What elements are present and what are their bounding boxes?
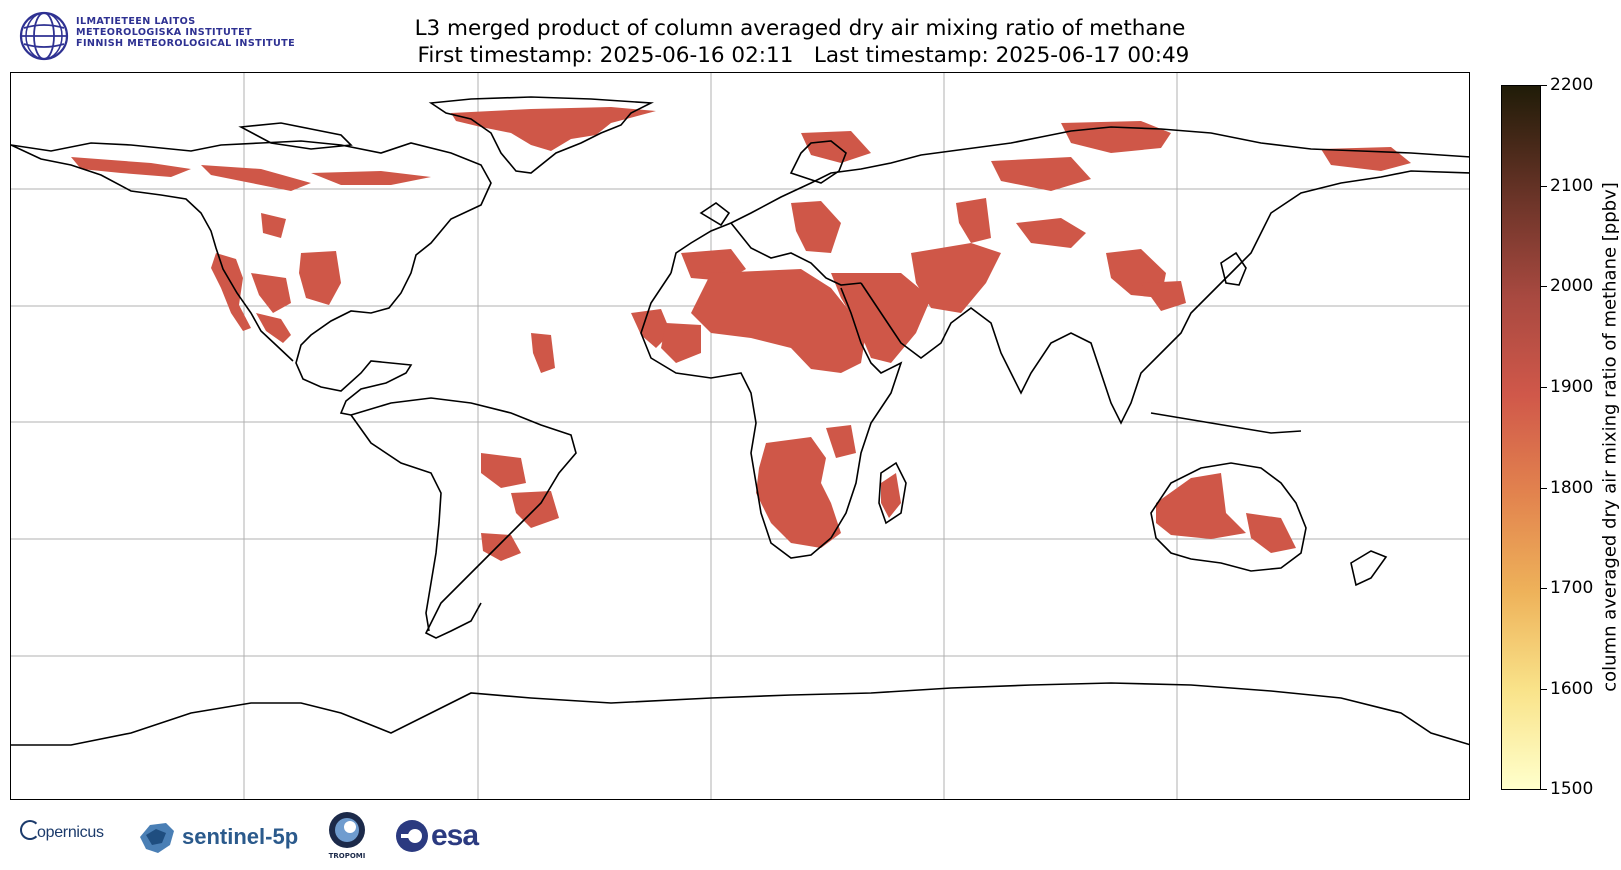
coast-australia: [1150, 462, 1307, 572]
data-region-great-basin: [251, 273, 291, 313]
colorbar-tick: [1541, 85, 1547, 86]
coast-south-asia: [860, 170, 1469, 425]
map-subtitle-timestamps: First timestamp: 2025-06-16 02:11 Last t…: [410, 43, 1190, 68]
copernicus-logo: opernicus: [20, 820, 104, 842]
sentinel-logo: sentinel-5p: [136, 815, 306, 859]
data-region-mongolia: [1016, 218, 1086, 248]
coast-arctic-islands: [238, 122, 353, 150]
coast-japan: [1220, 251, 1247, 286]
fmi-name-text: ILMATIETEEN LAITOS METEOROLOGISKA INSTIT…: [76, 16, 295, 49]
data-region-iran: [911, 243, 1001, 313]
coast-scandinavia: [789, 140, 847, 184]
coast-madagascar: [878, 461, 907, 525]
coast-british-isles: [699, 202, 731, 227]
fmi-logo: ILMATIETEEN LAITOS METEOROLOGISKA INSTIT…: [18, 10, 298, 62]
colorbar-tick-label: 1700: [1550, 578, 1594, 598]
fmi-name-line1: ILMATIETEEN LAITOS: [76, 16, 196, 27]
coast-mediterranean: [730, 222, 862, 286]
esa-circle-icon: [396, 820, 428, 852]
esa-logo: esa: [395, 818, 495, 854]
coast-north-america-west: [11, 144, 294, 362]
fmi-name-line2: METEOROLOGISKA INSTITUTET: [76, 27, 252, 38]
colorbar-tick: [1541, 387, 1547, 388]
colorbar-tick-label: 1800: [1550, 478, 1594, 498]
coast-indonesia: [1150, 412, 1302, 434]
data-region-australia-east: [1246, 513, 1296, 553]
data-region-california: [211, 253, 251, 331]
coast-antarctica: [11, 682, 1469, 746]
data-region-sahara: [691, 269, 866, 373]
data-region-scandinavia: [801, 131, 871, 163]
data-region-rockies: [299, 251, 341, 305]
fmi-globe-icon: [19, 11, 69, 61]
data-region-madagascar: [881, 473, 901, 518]
data-region-sahel-west: [661, 323, 701, 363]
world-map-svg: [11, 73, 1469, 799]
coast-south-america-east: [350, 397, 577, 639]
colorbar-tick-label: 2000: [1550, 276, 1594, 296]
colorbar-axis-label: column averaged dry air mixing ratio of …: [1599, 182, 1621, 692]
coast-greenland: [428, 96, 654, 174]
data-region-siberia-east: [1321, 147, 1411, 171]
copernicus-logo-text: opernicus: [37, 824, 104, 841]
sentinel-satellite-icon: [140, 823, 174, 853]
colorbar-tick: [1541, 689, 1547, 690]
colorbar-tick: [1541, 588, 1547, 589]
data-region-central-africa: [826, 425, 856, 458]
data-region-siberia-west: [991, 157, 1091, 191]
colorbar: [1501, 85, 1541, 790]
tropomi-logo: TROPOMI: [325, 810, 369, 860]
data-region-canada-north: [201, 165, 311, 191]
data-region-australia-west: [1156, 473, 1246, 539]
data-region-alaska: [71, 157, 191, 177]
sentinel-logo-text: sentinel-5p: [182, 824, 299, 849]
world-map: [10, 72, 1470, 800]
data-region-atlantic-strip: [531, 333, 555, 373]
copernicus-swirl-icon: [20, 820, 40, 840]
colorbar-tick: [1541, 286, 1547, 287]
map-gridlines: [11, 73, 1469, 799]
data-region-amazon: [481, 453, 526, 488]
data-region-canada-east: [311, 171, 431, 185]
colorbar-tick-label: 1500: [1550, 779, 1594, 799]
data-region-west-africa: [631, 309, 671, 348]
esa-logo-text: esa: [431, 819, 479, 852]
coast-africa: [640, 272, 903, 559]
data-region-arabia: [831, 273, 931, 363]
colorbar-tick-label: 1900: [1550, 377, 1594, 397]
coast-new-zealand: [1350, 550, 1388, 587]
data-region-greenland: [451, 107, 656, 151]
colorbar-tick: [1541, 488, 1547, 489]
data-region-southern-africa: [756, 437, 841, 548]
colorbar-tick-label: 2200: [1550, 75, 1594, 95]
map-title: L3 merged product of column averaged dry…: [414, 16, 1186, 41]
colorbar-tick: [1541, 186, 1547, 187]
coastlines: [11, 96, 1469, 746]
data-region-canada-west: [261, 213, 286, 238]
methane-data-layer: [71, 107, 1411, 561]
data-region-china-east: [1141, 281, 1186, 311]
colorbar-tick-label: 2100: [1550, 176, 1594, 196]
data-region-eastern-europe: [791, 201, 841, 253]
tropomi-logo-text: TROPOMI: [328, 852, 366, 860]
coast-north-america: [11, 140, 492, 416]
data-region-siberia-north: [1061, 121, 1171, 153]
data-region-mexico: [256, 313, 291, 343]
colorbar-tick-label: 1600: [1550, 679, 1594, 699]
colorbar-tick: [1541, 789, 1547, 790]
tropomi-eye-icon: [329, 812, 365, 848]
coast-south-america-west: [350, 414, 442, 632]
data-region-kazakhstan: [956, 198, 991, 243]
fmi-name-line3: FINNISH METEOROLOGICAL INSTITUTE: [76, 38, 296, 49]
